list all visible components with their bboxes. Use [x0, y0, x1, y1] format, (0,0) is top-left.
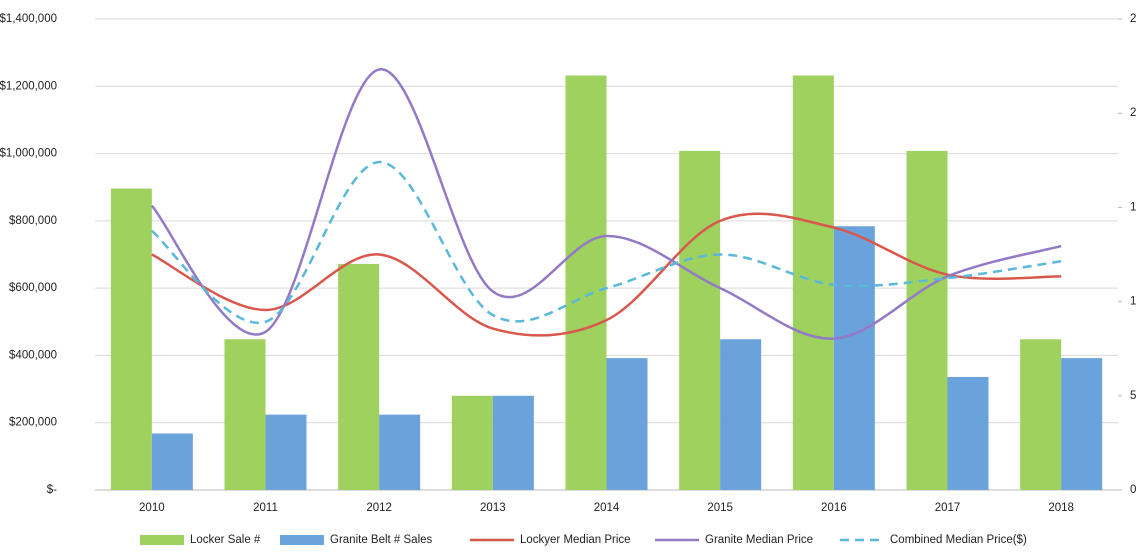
- x-tick-label: 2013: [480, 502, 506, 514]
- y2-tick-label: 1: [1130, 201, 1136, 213]
- x-tick-label: 2011: [253, 502, 278, 514]
- bar: [565, 75, 607, 491]
- y-tick-label: $400,000: [9, 349, 57, 361]
- line: [150, 68, 1062, 340]
- bar: [833, 226, 875, 491]
- bar: [492, 395, 534, 490]
- bar: [906, 150, 948, 490]
- x-tick-label: 2018: [1048, 502, 1074, 514]
- x-tick-label: 2015: [707, 502, 733, 514]
- legend-label: Locker Sale #: [190, 534, 261, 546]
- y-tick-label: $200,000: [9, 417, 57, 429]
- bar: [265, 414, 307, 490]
- bar: [679, 150, 721, 490]
- y-tick-label: $800,000: [9, 215, 57, 227]
- bar: [792, 75, 834, 491]
- y2-tick-label: 0: [1130, 484, 1136, 496]
- legend-label: Combined Median Price($): [890, 534, 1027, 546]
- x-tick-label: 2016: [821, 502, 847, 514]
- x-tick-label: 2017: [935, 502, 961, 514]
- bar: [947, 376, 989, 490]
- y-tick-label: $1,200,000: [0, 80, 57, 92]
- y2-tick-label: 5: [1130, 390, 1136, 402]
- legend-label: Lockyer Median Price: [520, 534, 631, 546]
- x-tick-label: 2010: [139, 502, 165, 514]
- y-tick-label: $-: [47, 484, 57, 496]
- bar: [606, 358, 648, 490]
- bar: [1020, 339, 1062, 490]
- legend-label: Granite Median Price: [705, 534, 813, 546]
- bar: [338, 263, 380, 490]
- y2-tick-label: 2: [1130, 13, 1136, 25]
- bar: [151, 433, 193, 490]
- line: [151, 212, 1062, 337]
- bar: [1061, 358, 1103, 490]
- y2-tick-label: 2: [1130, 107, 1136, 119]
- legend-swatch: [140, 535, 184, 545]
- legend-label: Granite Belt # Sales: [330, 534, 433, 546]
- y2-tick-label: 1: [1130, 296, 1136, 308]
- x-tick-label: 2014: [594, 502, 620, 514]
- y-tick-label: $600,000: [9, 282, 57, 294]
- y-tick-label: $1,000,000: [0, 148, 57, 160]
- bar: [720, 339, 762, 490]
- y-tick-label: $1,400,000: [0, 13, 57, 25]
- x-tick-label: 2012: [366, 502, 392, 514]
- legend-swatch: [280, 535, 324, 545]
- line: [151, 160, 1062, 325]
- bar: [451, 395, 493, 490]
- bar: [224, 339, 266, 490]
- bar: [379, 414, 421, 490]
- bar: [110, 188, 152, 490]
